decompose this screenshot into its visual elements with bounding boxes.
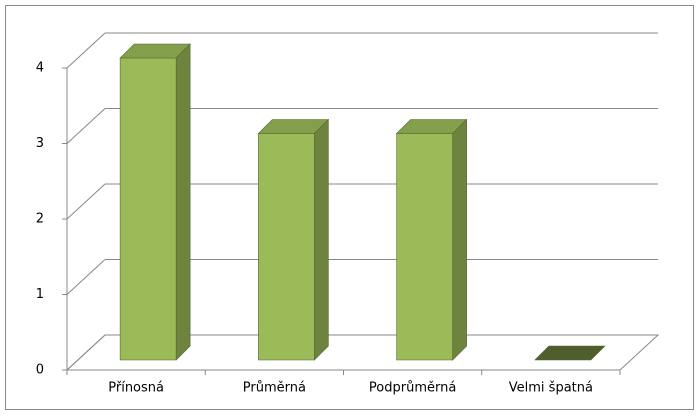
bar-top: [257, 119, 330, 134]
x-tick-label: Velmi špatná: [509, 381, 593, 396]
bar-top: [534, 345, 606, 361]
bar-top: [119, 43, 191, 59]
bar: [257, 118, 330, 361]
bar-side: [452, 118, 467, 361]
grid-line: [66, 334, 106, 371]
bar: [534, 345, 606, 361]
y-tick-label: 4: [36, 61, 44, 76]
bar: [119, 43, 191, 361]
x-tick-label: Podprůměrná: [369, 381, 456, 396]
grid-line: [66, 108, 106, 144]
x-tick-label: Průměrná: [243, 381, 306, 396]
bar-front: [396, 133, 453, 361]
grid-line: [66, 259, 106, 295]
y-tick-label: 3: [36, 136, 44, 151]
grid-line: [66, 32, 106, 69]
bar-side: [175, 43, 191, 361]
bar: [395, 118, 468, 361]
x-tick-label: Přínosná: [108, 381, 164, 396]
y-tick-label: 1: [36, 287, 44, 302]
bar-front: [119, 57, 177, 361]
bar-side: [314, 118, 329, 361]
y-tick-label: 0: [36, 363, 44, 378]
y-tick-label: 2: [36, 212, 44, 227]
bar-top: [395, 119, 468, 134]
grid-line: [66, 183, 106, 220]
bar-front: [258, 133, 315, 361]
